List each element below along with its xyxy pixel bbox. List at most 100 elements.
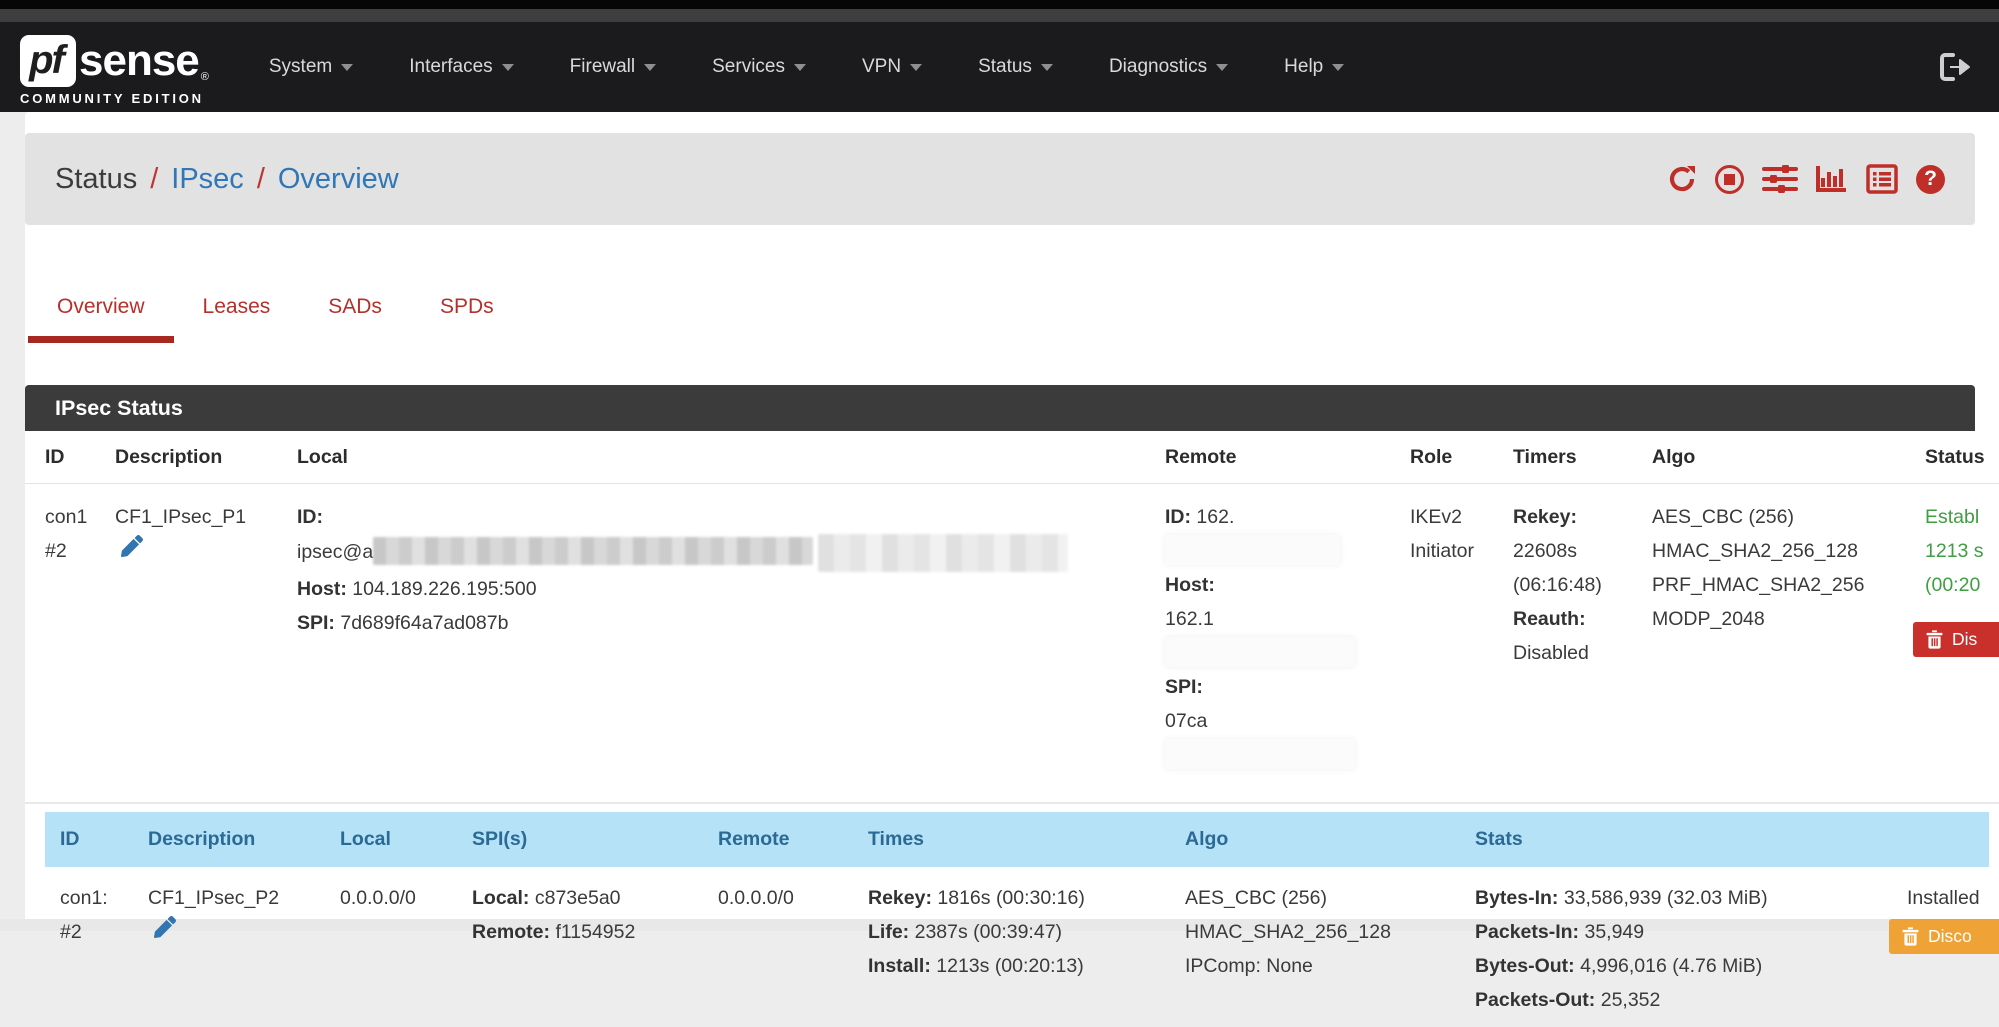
child-disconnect-button-label: Disco — [1928, 926, 1972, 946]
child-algo-ipcomp: IPComp: None — [1185, 955, 1313, 977]
child-sa-header: ID Description Local SPI(s) Remote Times… — [45, 812, 1989, 867]
times-life-label: Life: — [868, 921, 910, 943]
local-id-line: ipsec@a — [297, 534, 1151, 572]
tab-spds[interactable]: SPDs — [439, 295, 494, 318]
child-remote-subnet: 0.0.0.0/0 — [718, 887, 794, 909]
ike-id-cell: con1 #2 — [45, 500, 115, 772]
nav-item-services[interactable]: Services — [684, 46, 834, 88]
packets-out-value: 25,352 — [1600, 989, 1661, 1011]
remote-id-value: 162. — [1196, 506, 1235, 528]
nav-item-help[interactable]: Help — [1256, 46, 1372, 88]
stop-icon[interactable] — [1715, 164, 1744, 194]
local-host-line: Host: 104.189.226.195:500 — [297, 572, 1151, 606]
child-algo-integrity: HMAC_SHA2_256_128 — [1185, 921, 1391, 943]
bytes-out-label: Bytes-Out: — [1475, 955, 1575, 977]
breadcrumb-link-ipsec[interactable]: IPsec — [171, 162, 244, 195]
nav-item-vpn[interactable]: VPN — [834, 46, 950, 88]
table-row: con1 #2 CF1_IPsec_P1 ID: ipsec@a Host: 1… — [25, 484, 1999, 804]
times-life-line: Life: 2387s (00:39:47) — [868, 915, 1171, 949]
nav-item-diagnostics[interactable]: Diagnostics — [1081, 46, 1256, 88]
nav-item-system[interactable]: System — [241, 46, 381, 88]
remote-spi-value: 07ca — [1165, 710, 1208, 732]
help-icon[interactable]: ? — [1916, 164, 1945, 194]
nav-item-interfaces[interactable]: Interfaces — [381, 46, 541, 88]
remote-spi-line: 07ca — [1165, 704, 1396, 772]
tab-leases[interactable]: Leases — [202, 295, 271, 318]
chevron-down-icon — [341, 63, 354, 71]
rekey-time: (06:16:48) — [1513, 574, 1602, 596]
bytes-in-label: Bytes-In: — [1475, 887, 1559, 909]
pfsense-logo-word: sense — [79, 35, 200, 85]
child-col-stats: Stats — [1475, 828, 1523, 850]
ike-status-cell: Establ 1213 s (00:20 Dis — [1913, 500, 1999, 772]
role-value: Initiator — [1410, 540, 1474, 562]
child-spi-cell: Local: c873e5a0 Remote: f1154952 — [472, 881, 718, 1017]
stats-bytes-out-line: Bytes-Out: 4,996,016 (4.76 MiB) — [1475, 949, 1883, 983]
ike-timers-cell: Rekey: 22608s (06:16:48) Reauth: Disable… — [1513, 500, 1652, 772]
child-col-id: ID — [60, 828, 80, 850]
breadcrumb-separator: / — [150, 162, 159, 195]
refresh-icon[interactable] — [1667, 164, 1697, 194]
chevron-down-icon — [1040, 63, 1053, 71]
sliders-icon[interactable] — [1762, 164, 1798, 194]
chevron-down-icon — [793, 63, 806, 71]
panel-title: IPsec Status — [25, 385, 1975, 431]
nav-item-label: Firewall — [569, 56, 636, 77]
nav-item-label: System — [268, 56, 333, 77]
main-navbar: pf sense ® COMMUNITY EDITION System Inte… — [0, 22, 1999, 112]
edit-pencil-icon[interactable] — [154, 916, 176, 938]
ipsec-table-header: ID Description Local Remote Role Timers … — [25, 431, 1999, 484]
trash-icon — [1926, 630, 1943, 649]
disconnect-button[interactable]: Dis — [1913, 622, 1999, 657]
child-times-cell: Rekey: 1816s (00:30:16) Life: 2387s (00:… — [868, 881, 1185, 1017]
tab-sads[interactable]: SADs — [328, 295, 382, 318]
local-id-label: ID: — [297, 506, 323, 528]
pfsense-logo[interactable]: pf sense ® COMMUNITY EDITION — [20, 29, 209, 106]
remote-host-line: 162.1 — [1165, 602, 1396, 670]
nav-menu: System Interfaces Firewall Services VPN … — [241, 46, 1372, 88]
ike-remote-cell: ID: 162. Host: 162.1 SPI: 07ca — [1165, 500, 1410, 772]
times-install-value: 1213s (00:20:13) — [936, 955, 1084, 977]
redacted-white — [1165, 739, 1355, 769]
spi-local-label: Local: — [472, 887, 530, 909]
child-disconnect-button[interactable]: Disco — [1889, 919, 1999, 954]
col-timers: Timers — [1513, 445, 1577, 468]
chevron-down-icon — [1332, 63, 1345, 71]
ike-description: CF1_IPsec_P1 — [115, 506, 247, 528]
pfsense-logo-row: pf sense ® — [20, 34, 209, 87]
tab-overview[interactable]: Overview — [28, 281, 174, 343]
child-sa-table: ID Description Local SPI(s) Remote Times… — [45, 812, 1999, 1027]
child-id-cell: con1: #2 — [60, 881, 148, 1017]
bar-chart-icon[interactable] — [1816, 164, 1848, 194]
child-algo-encryption: AES_CBC (256) — [1185, 887, 1327, 909]
nav-item-firewall[interactable]: Firewall — [542, 46, 684, 88]
child-col-local: Local — [340, 828, 391, 850]
spi-local-line: Local: c873e5a0 — [472, 881, 704, 915]
chevron-down-icon — [1216, 63, 1229, 71]
breadcrumb-link-overview[interactable]: Overview — [277, 162, 399, 195]
child-id-num: #2 — [60, 921, 82, 943]
stop-icon-square — [1724, 173, 1735, 185]
edit-pencil-icon[interactable] — [121, 535, 143, 557]
nav-item-label: Diagnostics — [1108, 56, 1208, 77]
local-spi-value: 7d689f64a7ad087b — [340, 612, 509, 634]
nav-item-status[interactable]: Status — [950, 46, 1081, 88]
redacted-white — [1165, 637, 1355, 667]
community-edition-label: COMMUNITY EDITION — [20, 90, 204, 106]
packets-out-label: Packets-Out: — [1475, 989, 1596, 1011]
col-algo: Algo — [1652, 445, 1696, 468]
pfsense-logo-badge: pf — [20, 34, 76, 87]
sign-out-icon[interactable] — [1937, 51, 1971, 83]
nav-item-label: Interfaces — [409, 56, 493, 77]
chevron-down-icon — [644, 63, 657, 71]
times-rekey-value: 1816s (00:30:16) — [937, 887, 1085, 909]
status-seconds: 1213 s — [1925, 540, 1984, 562]
ike-role-cell: IKEv2 Initiator — [1410, 500, 1513, 772]
content-panel-background — [25, 112, 1999, 919]
chevron-down-icon — [501, 63, 514, 71]
packets-in-label: Packets-In: — [1475, 921, 1580, 943]
log-icon[interactable] — [1866, 164, 1898, 194]
col-description: Description — [115, 445, 223, 468]
stop-icon-ring — [1715, 164, 1744, 194]
times-rekey-line: Rekey: 1816s (00:30:16) — [868, 881, 1171, 915]
